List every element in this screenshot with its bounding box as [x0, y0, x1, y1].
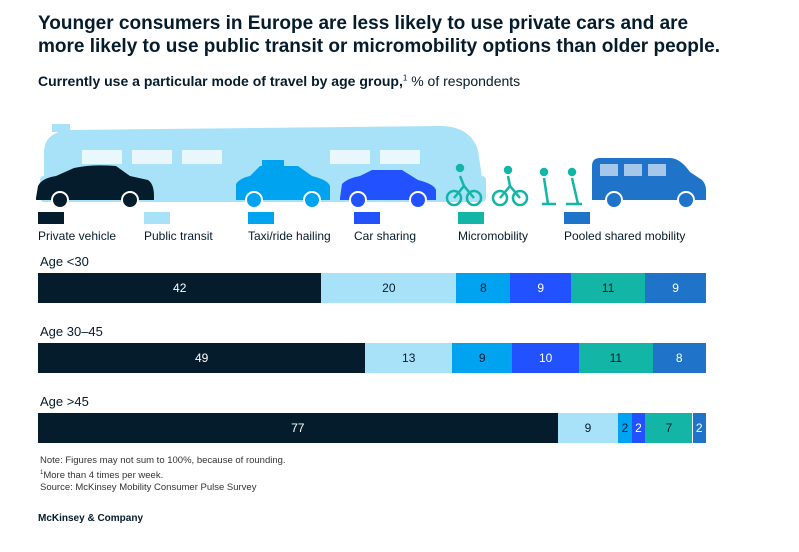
bar-segment: 42 [38, 273, 322, 303]
bar-row: 49 13 9 10 11 8 [38, 343, 706, 373]
footnote-marker: 1 [40, 470, 44, 476]
bar-segment: 2 [631, 413, 646, 443]
subtitle-bold: Currently use a particular mode of trave… [38, 73, 403, 89]
bar-segment: 49 [38, 343, 366, 373]
bar-row: 77 9 2 2 7 2 [38, 413, 706, 443]
notes: Note: Figures may not sum to 100%, becau… [40, 455, 286, 494]
car-sharing-icon [340, 170, 436, 209]
subtitle-unit: % of respondents [407, 73, 521, 89]
group-label: Age <30 [40, 254, 89, 269]
bar-segment: 9 [510, 273, 572, 303]
legend-label: Car sharing [354, 229, 417, 243]
legend-swatch [354, 212, 380, 224]
legend-item: Pooled shared mobility [564, 212, 685, 243]
legend-item: Private vehicle [38, 212, 116, 243]
bar-segment: 11 [571, 273, 646, 303]
bar-row: 42 20 8 9 11 9 [38, 273, 706, 303]
legend-label: Private vehicle [38, 229, 117, 243]
bar-segment: 9 [452, 343, 513, 373]
chart-title: Younger consumers in Europe are less lik… [38, 13, 720, 57]
legend-item: Public transit [144, 212, 213, 243]
private-car-icon [36, 165, 154, 209]
legend-label: Public transit [144, 229, 213, 243]
bar-segment: 9 [645, 273, 706, 303]
legend-item: Car sharing [354, 212, 416, 243]
legend-label: Taxi/ride hailing [248, 229, 331, 243]
footnote-text: More than 4 times per week. [43, 470, 164, 482]
bar-segment: 10 [512, 343, 580, 373]
legend-swatch [248, 212, 274, 224]
chart-subtitle: Currently use a particular mode of trave… [38, 73, 520, 89]
bar-segment: 11 [579, 343, 653, 373]
legend-swatch [144, 212, 170, 224]
legend-item: Taxi/ride hailing [248, 212, 331, 243]
legend-label: Pooled shared mobility [564, 229, 686, 243]
footnote-1: 1More than 4 times per week. [40, 467, 286, 482]
bar-segment: 2 [618, 413, 632, 443]
bar-segment: 2 [692, 413, 706, 443]
bar-segment: 7 [645, 413, 693, 443]
source-note: Source: McKinsey Mobility Consumer Pulse… [40, 482, 257, 494]
note-rounding: Note: Figures may not sum to 100%, becau… [40, 455, 286, 466]
bar-segment: 20 [321, 273, 457, 303]
legend-swatch [458, 212, 484, 224]
legend-label: Micromobility [458, 229, 529, 243]
taxi-icon [236, 160, 330, 209]
group-label: Age 30–45 [40, 324, 103, 339]
mobility-illustration [36, 124, 706, 209]
legend-swatch [38, 212, 64, 224]
legend: Private vehicle Public transit Taxi/ride h… [38, 212, 718, 246]
bar-segment: 9 [557, 413, 619, 443]
group-label: Age >45 [40, 394, 89, 409]
brand-logo: McKinsey & Company [38, 513, 144, 524]
pooled-van-icon [592, 158, 706, 209]
bar-segment: 8 [652, 343, 706, 373]
legend-swatch [564, 212, 590, 224]
bar-segment: 8 [456, 273, 511, 303]
subtitle-footnote-marker: 1 [402, 73, 408, 83]
bar-segment: 13 [365, 343, 453, 373]
bar-segment: 77 [38, 413, 558, 443]
legend-item: Micromobility [458, 212, 528, 243]
micromobility-icon [445, 163, 582, 207]
